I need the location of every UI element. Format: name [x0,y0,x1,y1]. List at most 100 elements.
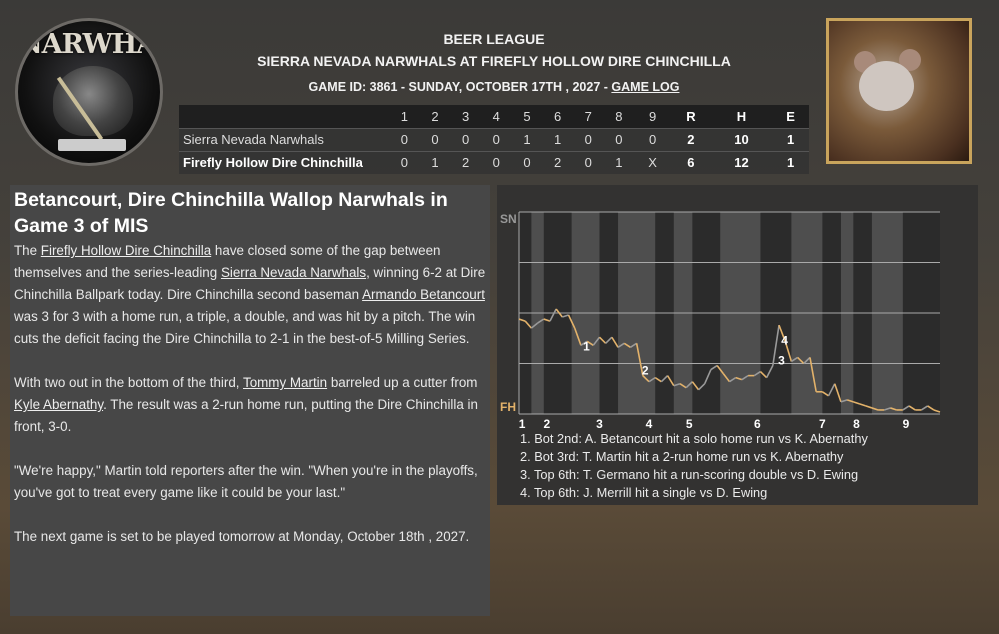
inning-score: 0 [603,127,635,151]
win-probability-segment [884,407,891,411]
team-link-dire-chinchilla[interactable]: Firefly Hollow Dire Chinchilla [40,243,212,258]
text: The [14,243,41,258]
inning-score: 1 [542,127,573,151]
win-probability-segment [630,342,638,349]
win-probability-segment [660,375,669,383]
inning-tick-label: 4 [646,417,653,430]
home-team-logo [826,18,972,164]
win-probability-segment [790,356,799,363]
inning-tick-label: 9 [903,417,910,430]
win-probability-segment [827,383,836,397]
win-probability-segment [580,340,588,346]
win-probability-segment [567,314,576,329]
runs-total: 2 [671,127,711,151]
chinchilla-head [859,61,914,111]
matchup-title: SIERRA NEVADA NARWHALS AT FIREFLY HOLLOW… [257,53,731,69]
article-headline: Betancourt, Dire Chinchilla Wallop Narwh… [14,189,448,237]
win-probability-segment [598,336,607,344]
article-paragraph: With two out in the bottom of the third,… [14,372,486,438]
win-probability-segment [537,318,545,324]
game-header: BEER LEAGUE SIERRA NEVADA NARWHALS AT FI… [179,30,809,100]
win-probability-segment [908,405,916,411]
win-probability-segment [765,365,774,379]
hits-total: 10 [710,127,773,151]
player-link-abernathy[interactable]: Kyle Abernathy [14,397,104,412]
win-probability-segment [518,318,526,322]
win-probability-segment [555,308,563,318]
win-probability-segment [605,336,613,344]
runs-total: 6 [671,150,711,174]
box-score-header: 1 2 3 4 5 6 7 8 9 R H E [179,105,809,128]
key-events-list: 1. Bot 2nd: A. Betancourt hit a solo hom… [520,430,868,502]
team-name: Sierra Nevada Narwhals [179,127,389,151]
player-link-martin[interactable]: Tommy Martin [243,375,328,390]
key-event: 4. Top 6th: J. Merrill hit a single vs D… [520,485,768,500]
win-probability-segment [635,343,644,376]
game-log-link[interactable]: GAME LOG [611,80,680,94]
inning-tick-label: 2 [544,417,551,430]
inning-score: 0 [634,127,671,151]
win-probability-segment [890,407,897,411]
win-probability-segment [691,381,700,391]
player-link-betancourt[interactable]: Armando Betancourt [362,287,485,302]
col-5: 5 [511,105,543,128]
team-link-narwhals[interactable]: Sierra Nevada Narwhals [220,265,367,280]
win-probability-segment [797,356,805,365]
away-team-logo: NARWHAL [15,18,163,166]
win-probability-segment [927,405,935,411]
win-probability-segment [729,376,737,383]
win-probability-segment [840,399,848,403]
event-marker: 3 [778,353,785,367]
game-info: GAME ID: 3861 - SUNDAY, OCTOBER 17TH , 2… [179,74,809,100]
col-7: 7 [572,105,604,128]
inning-score: X [634,150,671,174]
win-probability-segment [697,383,706,391]
col-1: 1 [389,105,420,128]
inning-score: 1 [511,127,543,151]
win-probability-segment [772,324,780,366]
inning-score: 0 [419,127,451,151]
inning-score: 0 [572,150,604,174]
inning-tick-label: 3 [596,417,603,430]
game-recap-article: Betancourt, Dire Chinchilla Wallop Narwh… [10,185,490,616]
text: was 3 for 3 with a home run, a triple, a… [14,309,476,346]
inning-score: 0 [389,150,420,174]
win-probability-segment [573,327,582,346]
event-marker: 4 [781,333,788,347]
win-probability-segment [778,324,786,342]
win-probability-segment [853,401,860,405]
inning-score: 1 [603,150,635,174]
inning-score: 0 [450,127,481,151]
win-probability-segment [642,375,650,383]
win-probability-segment [753,370,761,377]
hits-total: 12 [710,150,773,174]
inning-score: 2 [542,150,573,174]
inning-score: 1 [419,150,451,174]
win-probability-segment [530,322,539,329]
logo-wordmark: NARWHAL [18,29,163,60]
key-event: 3. Top 6th: T. Germano hit a run-scoring… [520,467,859,482]
chinchilla-ear [899,49,921,71]
col-3: 3 [450,105,481,128]
event-marker: 2 [642,364,649,378]
col-runs: R [671,105,711,128]
team-name: Firefly Hollow Dire Chinchilla [179,150,389,174]
inning-tick-label: 5 [686,417,693,430]
inning-score: 0 [480,127,512,151]
inning-tick-label: 8 [853,417,860,430]
event-marker: 1 [583,339,590,353]
article-paragraph: The Firefly Hollow Dire Chinchilla have … [14,240,486,350]
col-2: 2 [419,105,451,128]
article-paragraph: "We're happy," Martin told reporters aft… [14,463,478,500]
win-probability-segment [549,308,557,322]
win-probability-segment [902,405,910,411]
win-probability-segment [524,320,532,329]
col-4: 4 [480,105,512,128]
box-score: 1 2 3 4 5 6 7 8 9 R H E Sierra Nevada Na… [179,105,809,174]
text: , winning 6-2 at Dire Chinchilla Ballpar… [14,265,486,302]
win-probability-segment [704,369,712,385]
inning-score: 0 [389,127,420,151]
win-probability-segment [617,342,625,349]
key-event: 2. Bot 3rd: T. Martin hit a 2-run home r… [520,449,844,464]
